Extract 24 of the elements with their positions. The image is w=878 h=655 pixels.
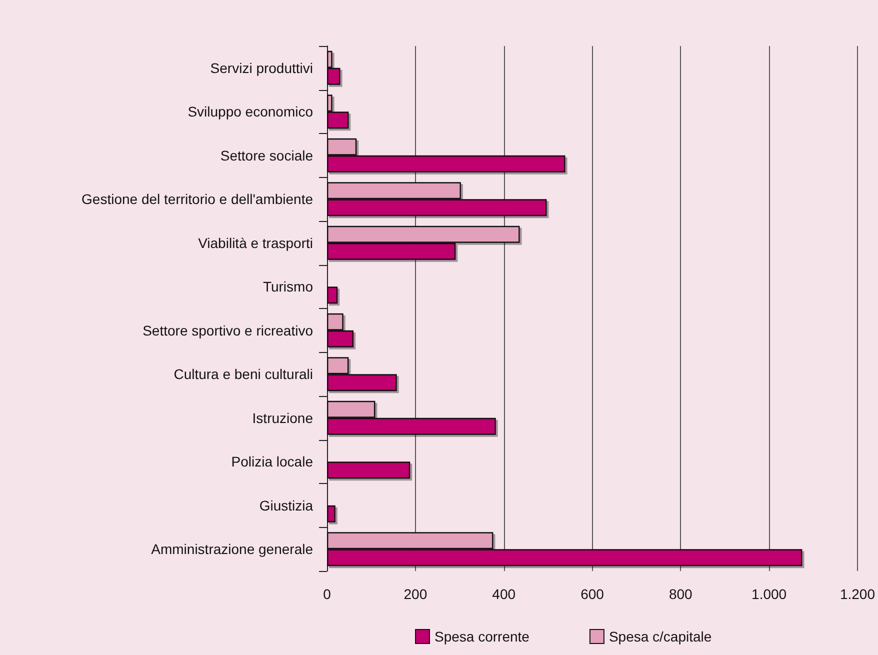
x-tick-label: 0: [323, 586, 332, 602]
x-tick-label: 800: [668, 586, 693, 602]
y-tick-label: Amministrazione generale: [151, 541, 314, 558]
bar: [327, 286, 338, 304]
bar: [327, 505, 336, 522]
x-tick-label: 400: [492, 586, 516, 602]
y-tick-label: Settore sociale: [220, 147, 314, 164]
y-tick-label: Turismo: [262, 278, 314, 295]
x-tick-label: 1.000: [752, 586, 787, 602]
bar: [327, 462, 410, 479]
y-tick-label: Giustizia: [259, 497, 314, 514]
y-tick-label: Istruzione: [252, 410, 314, 426]
y-tick-label: Gestione del territorio e dell'ambiente: [82, 191, 314, 208]
x-tick-label: 200: [404, 586, 428, 602]
y-tick-label: Viabilità e trasporti: [198, 234, 313, 251]
legend-label: Spesa corrente: [434, 628, 530, 644]
y-tick-label: Cultura e beni culturali: [174, 366, 313, 382]
y-tick-label: Settore sportivo e ricreativo: [142, 322, 314, 338]
y-tick-label: Sviluppo economico: [188, 104, 314, 120]
x-tick-label: 600: [580, 586, 604, 602]
x-tick-label: 1.200: [840, 586, 876, 602]
legend-label: Spesa c/capitale: [608, 628, 712, 644]
y-tick-label: Servizi produttivi: [210, 60, 313, 76]
y-tick-label: Polizia locale: [231, 454, 314, 470]
